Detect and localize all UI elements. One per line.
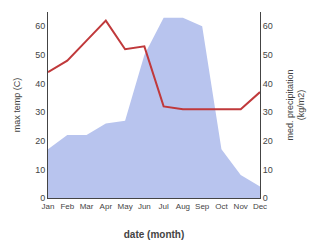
svg-text:30: 30 bbox=[35, 107, 45, 117]
svg-text:Sep: Sep bbox=[195, 202, 210, 211]
svg-text:Mar: Mar bbox=[80, 202, 94, 211]
svg-text:40: 40 bbox=[263, 79, 273, 89]
svg-text:40: 40 bbox=[35, 79, 45, 89]
svg-text:60: 60 bbox=[263, 21, 273, 31]
svg-text:Jul: Jul bbox=[159, 202, 169, 211]
svg-text:Apr: Apr bbox=[100, 202, 113, 211]
svg-text:Oct: Oct bbox=[215, 202, 228, 211]
svg-text:20: 20 bbox=[263, 136, 273, 146]
svg-text:May: May bbox=[118, 202, 133, 211]
svg-text:Aug: Aug bbox=[176, 202, 190, 211]
svg-text:Jan: Jan bbox=[42, 202, 55, 211]
svg-text:0: 0 bbox=[40, 193, 45, 203]
svg-text:60: 60 bbox=[35, 21, 45, 31]
svg-text:30: 30 bbox=[263, 107, 273, 117]
svg-text:Feb: Feb bbox=[60, 202, 74, 211]
svg-text:20: 20 bbox=[35, 136, 45, 146]
svg-text:Jun: Jun bbox=[138, 202, 151, 211]
svg-text:0: 0 bbox=[263, 193, 268, 203]
svg-text:med. precipitation(kg/m2): med. precipitation(kg/m2) bbox=[285, 69, 307, 140]
svg-text:50: 50 bbox=[35, 50, 45, 60]
svg-text:max temp (C): max temp (C) bbox=[12, 78, 22, 133]
svg-text:Nov: Nov bbox=[234, 202, 248, 211]
svg-text:date (month): date (month) bbox=[124, 229, 185, 240]
svg-text:50: 50 bbox=[263, 50, 273, 60]
svg-text:Dec: Dec bbox=[253, 202, 267, 211]
svg-text:10: 10 bbox=[263, 165, 273, 175]
svg-text:10: 10 bbox=[35, 165, 45, 175]
